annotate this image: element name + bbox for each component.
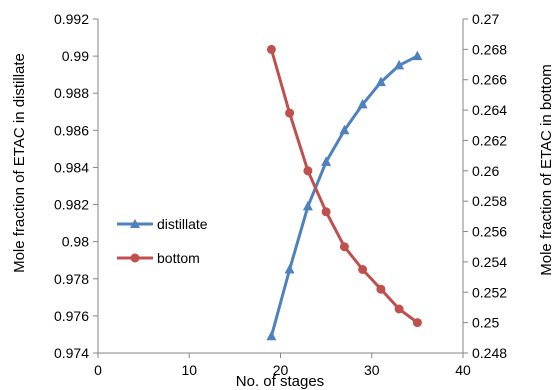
- data-point-distillate: [266, 330, 277, 341]
- left-y-tick-label: 0.978: [54, 271, 89, 287]
- x-tick-label: 10: [181, 362, 197, 378]
- left-y-tick-label: 0.98: [62, 234, 89, 250]
- data-point-bottom: [376, 284, 386, 294]
- series-distillate: [266, 50, 423, 341]
- data-point-bottom: [285, 108, 295, 118]
- legend: distillate bottom: [117, 216, 208, 266]
- legend-distillate-label: distillate: [157, 216, 208, 232]
- data-point-distillate: [339, 124, 350, 135]
- data-point-distillate: [302, 200, 313, 211]
- right-y-tick-label: 0.27: [472, 11, 499, 27]
- left-y-tick-label: 0.986: [54, 122, 89, 138]
- left-y-axis-ticks: 0.974 0.976 0.978 0.98 0.982 0.984 0.986 0.988 0…: [54, 11, 98, 361]
- right-y-tick-label: 0.254: [472, 254, 507, 270]
- legend-item-bottom: bottom: [117, 250, 200, 266]
- left-y-tick-label: 0.988: [54, 85, 89, 101]
- data-point-distillate: [375, 76, 386, 87]
- data-point-distillate: [412, 50, 423, 61]
- series-line-bottom: [269, 48, 419, 324]
- left-y-tick-label: 0.974: [54, 345, 89, 361]
- left-y-tick-label: 0.976: [54, 308, 89, 324]
- data-point-bottom: [394, 304, 404, 314]
- x-tick-label: 30: [364, 362, 380, 378]
- data-point-distillate: [394, 59, 405, 70]
- right-y-tick-label: 0.268: [472, 41, 507, 57]
- legend-distillate-triangle-marker: [130, 219, 140, 228]
- right-y-tick-label: 0.248: [472, 345, 507, 361]
- data-point-bottom: [358, 265, 368, 274]
- right-y-tick-label: 0.252: [472, 284, 507, 300]
- data-point-bottom: [339, 242, 349, 252]
- left-y-tick-label: 0.984: [54, 159, 89, 175]
- x-axis-title: No. of stages: [236, 373, 324, 390]
- right-y-tick-label: 0.25: [472, 315, 499, 331]
- left-y-tick-label: 0.992: [54, 11, 89, 27]
- right-y-tick-label: 0.262: [472, 132, 507, 148]
- right-y-tick-label: 0.266: [472, 72, 507, 88]
- data-point-distillate: [357, 98, 368, 109]
- x-tick-label: 0: [94, 362, 102, 378]
- series-layer: [266, 44, 423, 341]
- series-line-distillate: [269, 54, 419, 337]
- legend-bottom-circle-marker: [130, 253, 140, 263]
- x-tick-label: 20: [273, 362, 289, 378]
- left-y-tick-label: 0.982: [54, 197, 89, 213]
- data-point-bottom: [266, 44, 276, 54]
- right-y-axis-title: Mole fraction of ETAC in bottom: [538, 64, 555, 275]
- right-y-tick-label: 0.26: [472, 163, 499, 179]
- data-point-distillate: [321, 156, 332, 166]
- data-point-bottom: [321, 207, 331, 217]
- x-tick-label: 40: [455, 362, 471, 378]
- data-point-bottom: [412, 318, 422, 328]
- right-y-tick-label: 0.264: [472, 102, 507, 118]
- legend-bottom-label: bottom: [157, 250, 200, 266]
- data-point-distillate: [284, 264, 295, 274]
- legend-item-distillate: distillate: [117, 216, 208, 232]
- series-bottom: [266, 44, 422, 328]
- right-y-tick-label: 0.256: [472, 224, 507, 240]
- left-y-tick-label: 0.99: [62, 48, 89, 64]
- data-point-bottom: [303, 166, 313, 176]
- right-y-axis-ticks: 0.248 0.25 0.252 0.254 0.256 0.258 0.26 0.262 0.…: [463, 11, 507, 361]
- x-axis-ticks: 0 10 20 30 40: [94, 353, 471, 378]
- right-y-tick-label: 0.258: [472, 193, 507, 209]
- left-y-axis-title: Mole fraction of ETAC in distillate: [11, 53, 28, 273]
